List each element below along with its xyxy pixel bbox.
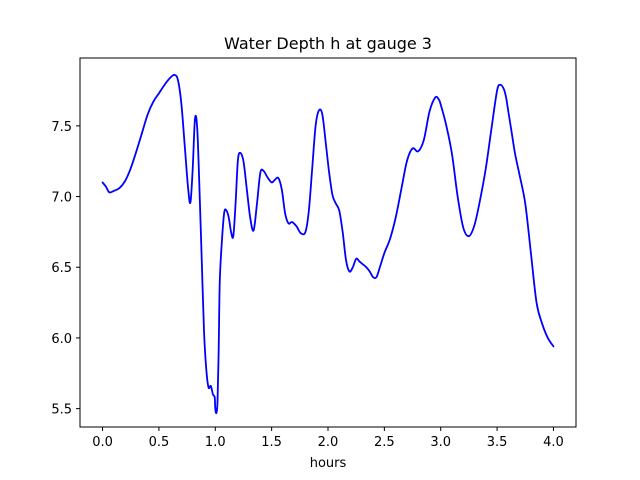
x-tick-label: 1.0 — [205, 435, 226, 450]
y-tick-label: 5.5 — [51, 403, 72, 418]
x-tick-label: 4.0 — [543, 435, 564, 450]
axes-frame — [79, 57, 577, 428]
plot-area — [79, 57, 577, 428]
y-axis: 5.5 6.0 6.5 7.0 7.5 — [51, 120, 80, 418]
series-line — [101, 73, 555, 415]
x-tick-label: 3.0 — [430, 435, 451, 450]
x-tick-label: 0.0 — [92, 435, 113, 450]
y-tick-label: 7.5 — [51, 120, 72, 135]
y-tick-label: 7.0 — [51, 191, 72, 206]
x-tick-label: 0.5 — [149, 435, 170, 450]
x-tick-label: 2.5 — [374, 435, 395, 450]
x-axis: 0.0 0.5 1.0 1.5 2.0 2.5 3.0 3.5 4.0 — [92, 427, 564, 450]
x-axis-title: hours — [310, 456, 347, 471]
y-tick-label: 6.0 — [51, 332, 72, 347]
y-tick-label: 6.5 — [51, 261, 72, 276]
x-tick-label: 2.0 — [318, 435, 339, 450]
x-tick-label: 1.5 — [261, 435, 282, 450]
x-tick-label: 3.5 — [487, 435, 508, 450]
chart-title: Water Depth h at gauge 3 — [224, 34, 432, 53]
